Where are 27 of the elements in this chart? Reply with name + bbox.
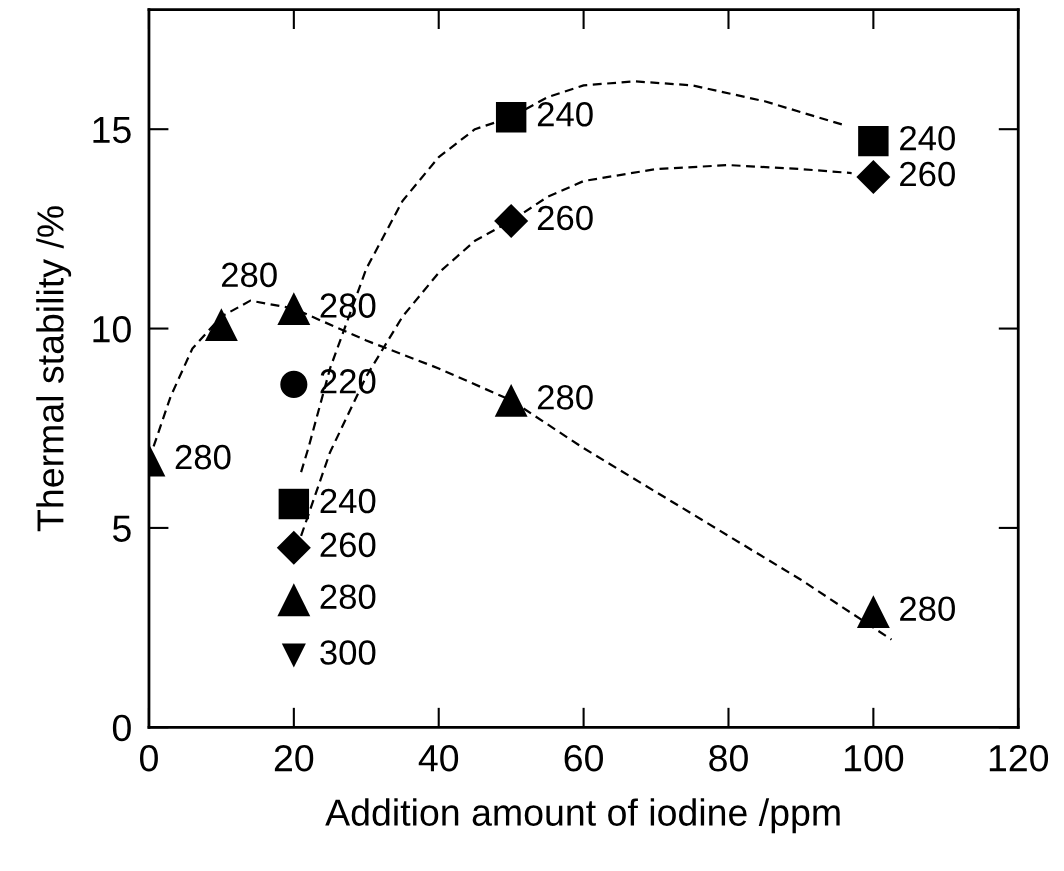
x-tick-label: 120 [989,744,1049,772]
annotation: 240 [537,101,593,127]
annotation: 260 [537,205,593,231]
y-tick-label: 5 [112,515,131,542]
y-tick-label: 0 [112,714,131,742]
annotation: 280 [320,293,376,318]
x-tick-label: 0 [140,744,158,772]
x-tick-label: 60 [564,744,603,772]
annotation: 280 [221,262,277,288]
x-tick-label: 100 [844,744,904,772]
y-tick-label: 15 [93,116,131,144]
annotation: 220 [320,369,376,394]
annotation: 240 [320,488,376,514]
annotation: 240 [900,125,955,151]
annotation: 280 [537,385,593,410]
annotation: 280 [175,444,231,470]
x-axis-title: Addition amount of iodine /ppm [325,798,840,834]
y-axis-title: Thermal stability /% [36,206,72,532]
x-tick-label: 20 [274,744,314,772]
annotation: 260 [900,161,955,187]
annotation: 280 [900,596,955,621]
x-tick-label: 80 [709,744,748,772]
annotation: 300 [320,640,376,665]
x-tick-label: 40 [418,744,459,772]
y-tick-label: 10 [93,315,131,343]
annotation: 260 [320,532,376,558]
annotation: 280 [320,584,376,610]
